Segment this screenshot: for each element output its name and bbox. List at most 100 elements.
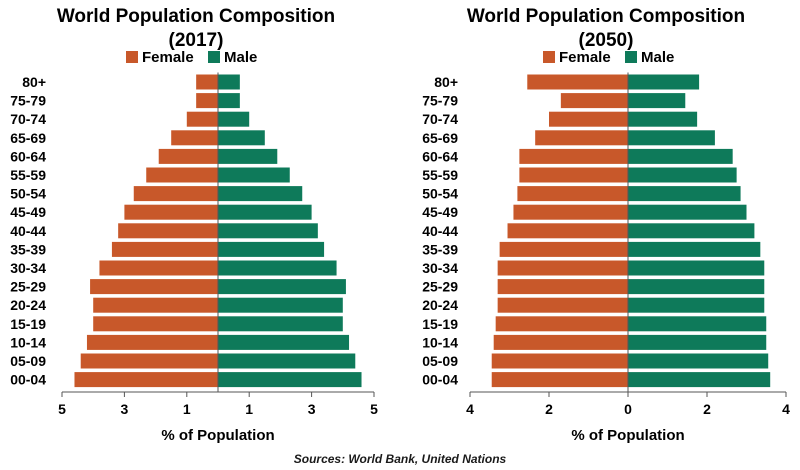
bar-male bbox=[218, 334, 350, 350]
x-tick-label: 0 bbox=[624, 401, 632, 417]
bar-male bbox=[218, 148, 278, 164]
age-group-label: 15-19 bbox=[10, 316, 46, 332]
age-group-label: 05-09 bbox=[422, 353, 458, 369]
bar-male bbox=[628, 93, 686, 109]
age-group-label: 65-69 bbox=[422, 130, 458, 146]
bar-male bbox=[628, 334, 767, 350]
bar-female bbox=[491, 353, 628, 369]
age-group-label: 35-39 bbox=[422, 241, 458, 257]
bar-female bbox=[93, 316, 218, 332]
age-group-label: 10-14 bbox=[10, 334, 46, 350]
age-group-label: 35-39 bbox=[10, 241, 46, 257]
bar-male bbox=[628, 279, 765, 295]
source-note: Sources: World Bank, United Nations bbox=[293, 452, 507, 466]
bar-female bbox=[196, 93, 218, 109]
age-group-label: 60-64 bbox=[422, 148, 458, 164]
bar-female bbox=[499, 241, 628, 257]
legend-swatch-male bbox=[625, 51, 637, 63]
bar-female bbox=[133, 186, 218, 202]
bar-female bbox=[93, 297, 218, 313]
bar-male bbox=[628, 353, 769, 369]
bar-male bbox=[218, 297, 343, 313]
pyramid-chart-1: World Population Composition (2017)Female… bbox=[10, 6, 378, 444]
bar-female bbox=[124, 204, 218, 220]
bar-male bbox=[628, 167, 737, 183]
age-group-label: 30-34 bbox=[422, 260, 458, 276]
age-group-label: 00-04 bbox=[10, 372, 46, 388]
bar-male bbox=[218, 204, 312, 220]
bar-male bbox=[218, 279, 346, 295]
age-group-label: 55-59 bbox=[422, 167, 458, 183]
x-tick-label: 4 bbox=[466, 401, 474, 417]
x-tick-label: 5 bbox=[58, 401, 66, 417]
age-group-label: 65-69 bbox=[10, 130, 46, 146]
bar-female bbox=[80, 353, 218, 369]
chart-subtitle: (2017) bbox=[169, 30, 224, 51]
bar-male bbox=[628, 372, 771, 388]
bar-female bbox=[513, 204, 628, 220]
bar-female bbox=[517, 186, 628, 202]
age-group-label: 05-09 bbox=[10, 353, 46, 369]
bar-female bbox=[495, 316, 628, 332]
age-group-label: 20-24 bbox=[10, 297, 46, 313]
bar-male bbox=[628, 186, 741, 202]
bar-male bbox=[218, 167, 290, 183]
age-group-label: 25-29 bbox=[10, 279, 46, 295]
bar-female bbox=[90, 279, 218, 295]
bar-male bbox=[628, 111, 698, 127]
bar-female bbox=[111, 241, 218, 257]
age-group-label: 50-54 bbox=[10, 186, 46, 202]
bar-female bbox=[86, 334, 219, 350]
x-tick-label: 1 bbox=[183, 401, 191, 417]
bar-male bbox=[628, 130, 715, 146]
legend-label-male: Male bbox=[641, 49, 674, 66]
age-group-label: 15-19 bbox=[422, 316, 458, 332]
legend-swatch-female bbox=[543, 51, 555, 63]
x-axis-title: % of Population bbox=[571, 427, 684, 444]
bar-male bbox=[628, 204, 747, 220]
x-tick-label: 3 bbox=[121, 401, 129, 417]
bar-male bbox=[628, 74, 700, 90]
x-axis-title: % of Population bbox=[161, 427, 274, 444]
bar-male bbox=[628, 260, 765, 276]
bar-male bbox=[218, 353, 356, 369]
bar-male bbox=[218, 74, 240, 90]
age-group-label: 00-04 bbox=[422, 372, 458, 388]
bar-female bbox=[519, 148, 628, 164]
bar-female bbox=[493, 334, 628, 350]
bar-female bbox=[535, 130, 628, 146]
age-group-label: 30-34 bbox=[10, 260, 46, 276]
bar-female bbox=[560, 93, 628, 109]
bar-male bbox=[628, 148, 733, 164]
bar-female bbox=[171, 130, 218, 146]
bar-female bbox=[497, 260, 628, 276]
x-tick-label: 2 bbox=[703, 401, 711, 417]
bar-female bbox=[497, 297, 628, 313]
bar-male bbox=[218, 130, 265, 146]
bar-male bbox=[218, 186, 303, 202]
age-group-label: 45-49 bbox=[10, 204, 46, 220]
bar-female bbox=[146, 167, 218, 183]
legend-label-female: Female bbox=[142, 49, 194, 66]
age-group-label: 75-79 bbox=[10, 93, 46, 109]
bar-female bbox=[118, 223, 218, 239]
x-tick-label: 2 bbox=[545, 401, 553, 417]
age-group-label: 80+ bbox=[434, 74, 458, 90]
chart-title: World Population Composition bbox=[467, 6, 745, 27]
age-group-label: 70-74 bbox=[10, 111, 46, 127]
bar-male bbox=[628, 297, 765, 313]
bar-female bbox=[491, 372, 628, 388]
bar-male bbox=[218, 260, 337, 276]
bar-male bbox=[628, 316, 767, 332]
chart-subtitle: (2050) bbox=[579, 30, 634, 51]
x-tick-label: 4 bbox=[782, 401, 790, 417]
bar-male bbox=[218, 372, 362, 388]
bar-male bbox=[218, 241, 325, 257]
age-group-label: 75-79 bbox=[422, 93, 458, 109]
bar-male bbox=[628, 223, 755, 239]
bar-female bbox=[196, 74, 218, 90]
bar-female bbox=[497, 279, 628, 295]
age-group-label: 50-54 bbox=[422, 186, 458, 202]
x-tick-label: 1 bbox=[245, 401, 253, 417]
